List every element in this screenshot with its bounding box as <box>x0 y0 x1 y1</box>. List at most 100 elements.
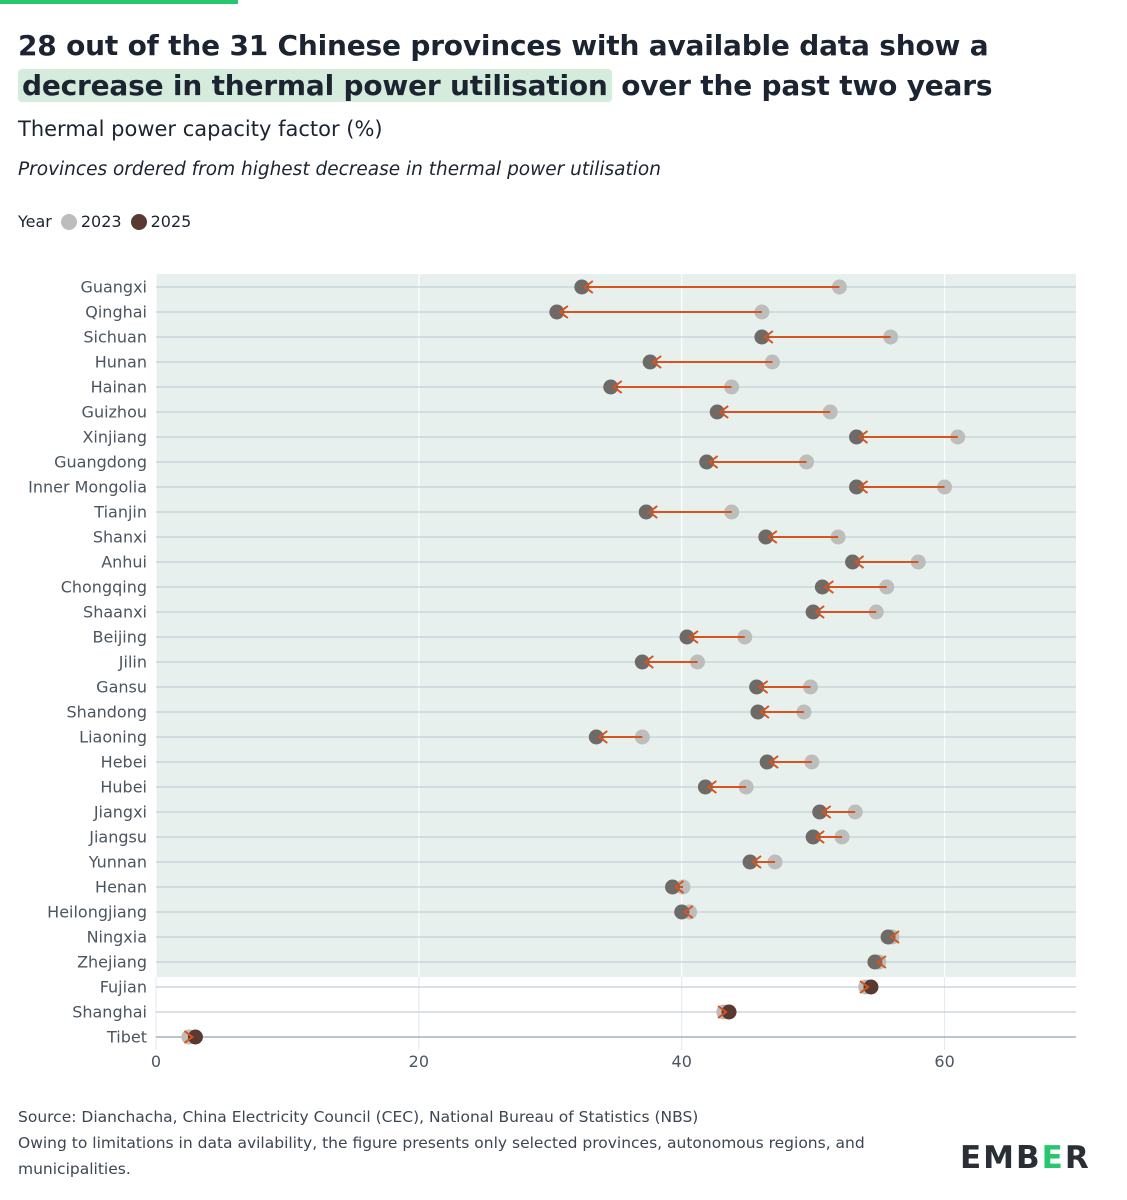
change-arrowhead <box>597 730 608 744</box>
province-label: Guangdong <box>54 453 147 472</box>
title-line2: over the past two years <box>621 69 993 102</box>
change-arrowhead <box>853 555 865 569</box>
title-highlight: decrease in thermal power utilisation <box>18 69 612 102</box>
dot-2025 <box>638 504 654 520</box>
dot-2025 <box>849 479 865 495</box>
province-label: Henan <box>95 878 147 897</box>
province-label: Hunan <box>95 353 147 372</box>
change-arrowhead <box>612 380 623 394</box>
province-label: Shaanxi <box>83 603 147 622</box>
province-label: Yunnan <box>88 853 147 872</box>
legend-item-2023: 2023 <box>80 212 122 231</box>
change-arrowhead <box>759 705 770 719</box>
change-arrowhead <box>757 680 769 694</box>
change-arrowhead <box>673 880 685 894</box>
province-label: Chongqing <box>61 578 147 597</box>
dot-2025 <box>642 354 658 370</box>
change-arrowhead <box>857 430 869 444</box>
x-tick-label: 40 <box>672 1052 692 1071</box>
dot-2025 <box>665 879 681 895</box>
province-label: Jiangsu <box>88 828 147 847</box>
province-label: Ningxia <box>87 928 147 947</box>
dot-2025 <box>750 704 766 720</box>
province-label: Inner Mongolia <box>28 478 147 497</box>
x-tick-label: 0 <box>151 1052 161 1071</box>
dot-2025 <box>805 829 821 845</box>
dot-2025 <box>849 429 865 445</box>
change-arrowhead <box>751 855 762 869</box>
chart-subtitle: Thermal power capacity factor (%) <box>18 117 383 141</box>
province-label: Hebei <box>101 753 147 772</box>
dot-2025 <box>674 904 690 920</box>
province-label: Hubei <box>100 778 147 797</box>
legend-dot-2023 <box>60 213 77 230</box>
change-arrowhead <box>763 330 774 344</box>
dot-2025 <box>867 954 883 970</box>
dot-2025 <box>812 804 828 820</box>
dot-2025 <box>588 729 604 745</box>
dot-2025 <box>634 654 650 670</box>
province-label: Qinghai <box>85 303 147 322</box>
change-arrowhead <box>718 405 729 419</box>
province-label: Shanghai <box>72 1003 147 1022</box>
change-arrowhead <box>821 805 832 819</box>
change-arrowhead <box>558 305 569 319</box>
province-label: Shanxi <box>93 528 147 547</box>
change-arrowhead <box>768 755 779 769</box>
change-arrowhead <box>706 780 717 794</box>
province-label: Jilin <box>118 653 147 672</box>
dumbbell-chart: 0 20 40 60 Guangxi Qinghai Sichuan Hunan Hainan G… <box>28 274 1076 1071</box>
dot-2025 <box>845 554 861 570</box>
province-label: Xinjiang <box>82 428 147 447</box>
dot-2025 <box>754 329 770 345</box>
province-label: Hainan <box>91 378 147 397</box>
change-arrowhead <box>859 980 870 994</box>
dot-2025 <box>742 854 758 870</box>
dot-2025 <box>603 379 619 395</box>
province-label: Beijing <box>93 628 147 647</box>
province-label: Fujian <box>100 978 147 997</box>
legend: Year 2023 2025 <box>18 212 191 231</box>
dot-2025 <box>863 979 879 995</box>
change-arrowhead <box>823 580 834 594</box>
province-label: Guangxi <box>80 278 147 297</box>
province-label: Anhui <box>101 553 147 572</box>
dot-2025 <box>187 1029 203 1045</box>
dot-2025 <box>697 779 713 795</box>
caveat-note: Owing to limitations in data avilability… <box>18 1134 865 1178</box>
change-arrowhead <box>683 905 694 919</box>
change-arrowhead <box>717 1005 728 1019</box>
change-arrowhead <box>643 655 654 669</box>
change-arrowhead <box>183 1030 195 1044</box>
dot-2025 <box>679 629 695 645</box>
province-label: Sichuan <box>83 328 147 347</box>
dot-2025 <box>721 1004 737 1020</box>
dot-2025 <box>805 604 821 620</box>
change-arrowhead <box>814 605 825 619</box>
province-label: Tianjin <box>93 503 147 522</box>
page-title: 28 out of the 31 Chinese provinces with … <box>18 26 1108 106</box>
change-arrowhead <box>767 530 778 544</box>
legend-label: Year <box>18 212 52 231</box>
source-note: Source: Dianchacha, China Electricity Co… <box>18 1108 699 1126</box>
x-tick-label: 60 <box>934 1052 954 1071</box>
province-label: Jiangxi <box>93 803 147 822</box>
change-arrowhead <box>583 280 594 294</box>
dot-2025 <box>709 404 725 420</box>
dot-2025 <box>758 529 774 545</box>
dot-2025 <box>759 754 775 770</box>
decrease-panel <box>156 274 1076 977</box>
title-line1: 28 out of the 31 Chinese provinces with … <box>18 29 989 62</box>
accent-bar <box>0 0 238 4</box>
change-arrowhead <box>651 355 662 369</box>
province-label: Zhejiang <box>77 953 147 972</box>
legend-item-2025: 2025 <box>150 212 192 231</box>
footer: Source: Dianchacha, China Electricity Co… <box>18 1104 898 1182</box>
province-label: Gansu <box>96 678 147 697</box>
change-arrowhead <box>889 930 900 944</box>
province-label: Tibet <box>106 1028 147 1047</box>
ember-logo: EMBER <box>960 1140 1091 1176</box>
change-arrowhead <box>857 480 869 494</box>
chart-note: Provinces ordered from highest decrease … <box>18 159 661 180</box>
change-arrowhead <box>708 455 719 469</box>
